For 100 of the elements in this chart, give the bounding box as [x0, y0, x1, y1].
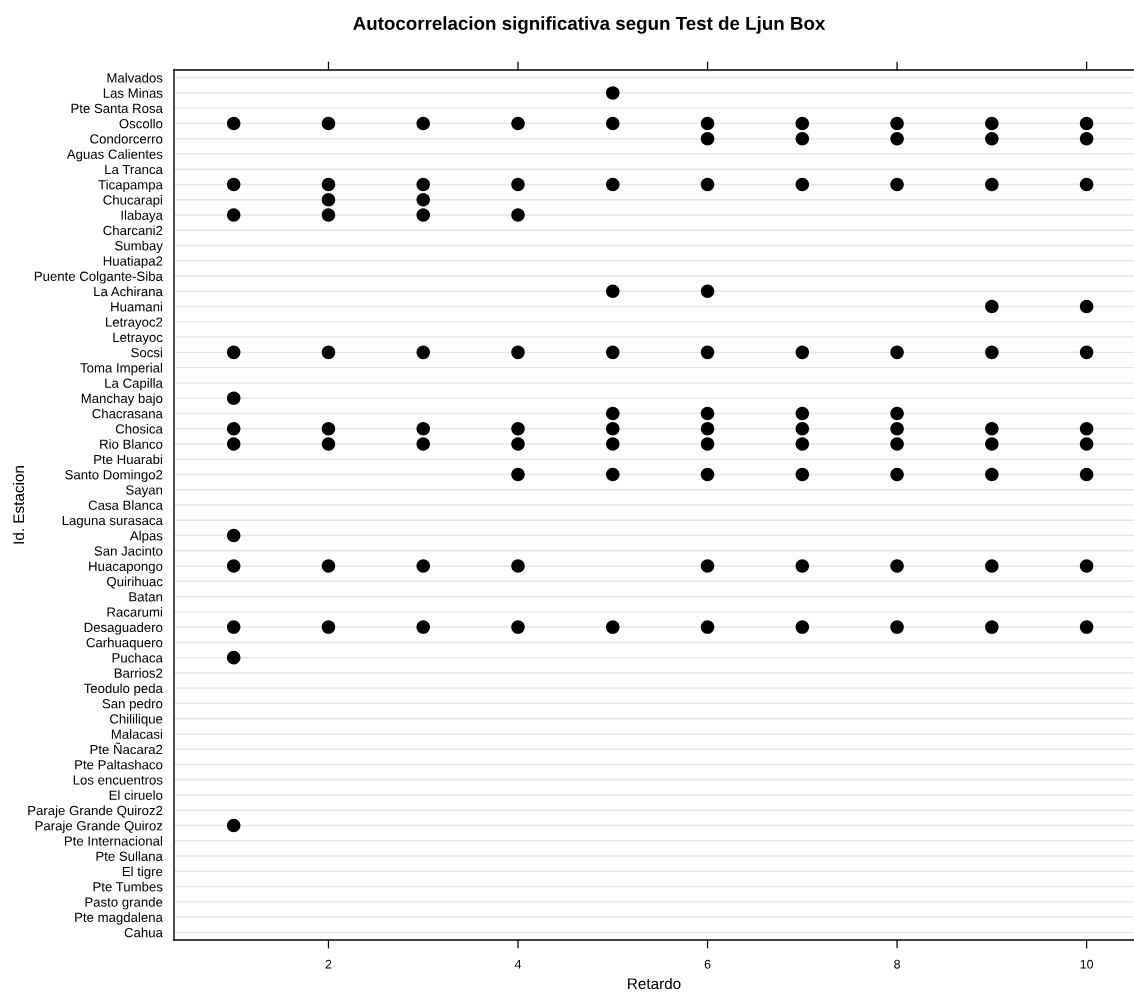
- point: [700, 467, 715, 482]
- point: [795, 406, 810, 421]
- point: [226, 559, 241, 573]
- y-tick-label: Teodulo peda: [83, 683, 163, 696]
- point: [416, 345, 431, 360]
- point: [985, 467, 999, 482]
- point: [606, 620, 620, 634]
- point: [321, 345, 336, 360]
- point: [1079, 299, 1094, 314]
- y-tick-label: Pte Paltashaco: [75, 759, 163, 770]
- point: [795, 467, 810, 482]
- y-tick-label: Toma Imperial: [80, 362, 163, 376]
- y-tick-label: La Achirana: [94, 286, 163, 297]
- point: [321, 208, 336, 222]
- y-tick-label: Manchay bajo: [81, 393, 163, 406]
- point: [1079, 620, 1094, 634]
- point: [606, 406, 620, 421]
- x-axis-title: Retardo: [628, 977, 681, 990]
- point: [226, 391, 241, 405]
- point: [795, 345, 810, 360]
- x-tick-label: 8: [894, 959, 901, 969]
- point: [985, 131, 999, 146]
- point: [890, 437, 904, 451]
- point: [226, 421, 241, 436]
- point: [416, 116, 431, 131]
- point: [1079, 421, 1094, 436]
- y-tick-label: Paraje Grande Quiroz2: [28, 805, 163, 818]
- y-tick-label: Batan: [129, 592, 163, 602]
- point: [321, 620, 336, 634]
- point: [416, 192, 431, 207]
- y-tick-label: Pasto grande: [85, 897, 163, 910]
- point: [321, 192, 336, 207]
- point: [416, 208, 431, 222]
- point: [226, 437, 241, 451]
- point: [511, 177, 525, 192]
- y-tick-label: Desaguadero: [84, 622, 163, 635]
- y-tick-label: Laguna surasaca: [62, 515, 163, 528]
- y-tick-label: Santo Domingo2: [65, 469, 163, 482]
- point: [985, 299, 999, 314]
- point: [1079, 559, 1094, 573]
- point: [321, 421, 336, 436]
- y-tick-label: Las Minas: [103, 88, 163, 98]
- point: [226, 620, 241, 634]
- point: [226, 208, 241, 222]
- y-tick-label: San pedro: [102, 698, 163, 711]
- y-tick-label: Huatiapa2: [103, 256, 163, 269]
- y-tick-label: Sumbay: [115, 240, 163, 254]
- point: [511, 467, 525, 482]
- point: [700, 345, 715, 360]
- y-tick-label: Malvados: [107, 72, 163, 83]
- point: [606, 345, 620, 360]
- point: [985, 559, 999, 573]
- y-tick-label: Pte Santa Rosa: [71, 103, 163, 114]
- y-tick-label: Chililique: [110, 713, 163, 727]
- point: [511, 116, 525, 131]
- point: [795, 177, 810, 192]
- point: [511, 559, 525, 573]
- point: [700, 284, 715, 299]
- y-tick-label: El tigre: [122, 866, 163, 879]
- point: [795, 131, 810, 146]
- point: [1079, 467, 1094, 482]
- y-tick-label: Huamani: [111, 301, 162, 312]
- point: [416, 177, 431, 192]
- point: [416, 620, 431, 634]
- point: [890, 559, 904, 573]
- y-tick-label: Puente Colgante-Siba: [34, 271, 163, 284]
- point: [890, 131, 904, 146]
- point: [1079, 131, 1094, 146]
- point: [606, 421, 620, 436]
- x-tick-label: 10: [1080, 959, 1094, 969]
- point: [321, 116, 336, 131]
- x-tick-label: 2: [325, 959, 332, 969]
- point: [511, 421, 525, 436]
- y-tick-label: Pte Tumbes: [93, 881, 163, 892]
- y-tick-label: Barrios2: [114, 668, 163, 678]
- x-tick-label: 4: [514, 959, 522, 969]
- y-tick-label: Puchaca: [112, 652, 163, 663]
- y-tick-label: El ciruelo: [109, 790, 163, 800]
- point: [226, 528, 241, 543]
- point: [700, 406, 715, 421]
- point: [985, 345, 999, 360]
- point: [795, 559, 810, 573]
- point: [226, 650, 241, 665]
- y-tick-label: Pte magdalena: [75, 912, 163, 925]
- point: [700, 116, 715, 131]
- y-tick-label: Pte Internacional: [64, 836, 163, 846]
- point: [606, 86, 620, 100]
- point: [985, 620, 999, 634]
- point: [890, 620, 904, 634]
- y-tick-label: Chacrasana: [92, 408, 163, 419]
- y-tick-label: Ilabaya: [121, 210, 163, 223]
- point: [511, 345, 525, 360]
- point: [606, 437, 620, 451]
- point: [1079, 437, 1094, 451]
- point: [226, 818, 241, 833]
- point: [795, 620, 810, 634]
- y-tick-label: Alpas: [129, 530, 163, 544]
- y-tick-label: Malacasi: [111, 729, 162, 739]
- y-tick-label: Pte Huarabi: [94, 454, 162, 465]
- y-tick-label: Carhuaquero: [86, 637, 163, 650]
